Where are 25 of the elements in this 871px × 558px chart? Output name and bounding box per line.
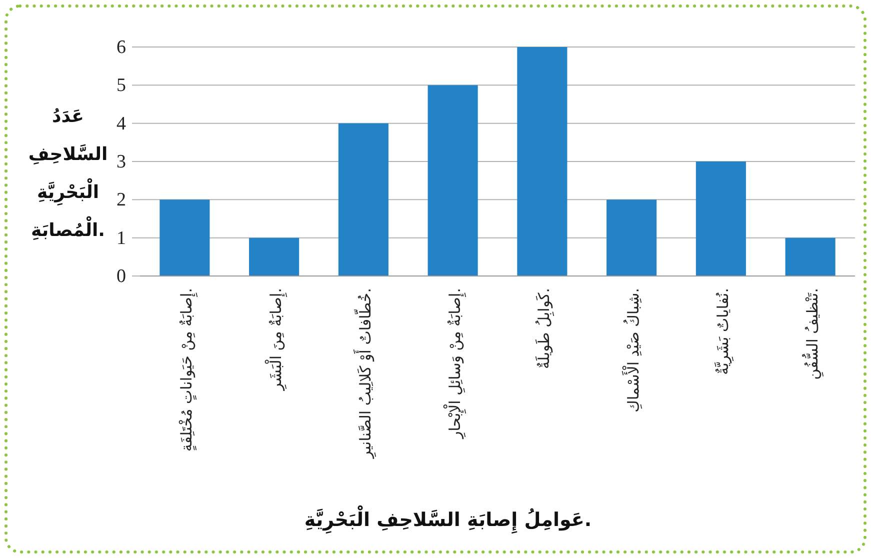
x-tick-label: كَوابِلُ طَويلَةٌ. [534, 288, 555, 370]
bar [338, 123, 388, 276]
bar [696, 162, 746, 276]
x-tick-label: شِباكُ صَيْدِ الْأَسْماكِ. [621, 288, 644, 412]
y-tick-label: 5 [116, 75, 126, 96]
bar [606, 200, 657, 276]
x-tick-label: إِصابَةٌ مِنْ وَسائِلِ الْإِبْحارِ. [442, 288, 467, 440]
x-tick-label: إِصابَةٌ مِنَ الْبَشَرِ. [264, 288, 288, 392]
bar [249, 238, 300, 276]
y-tick-label: 6 [116, 37, 126, 58]
y-tick-label: 1 [116, 228, 126, 249]
bar [428, 85, 478, 276]
x-tick-label: نُفاياتٌ بَشَرِيَّةٌ. [713, 288, 735, 375]
x-tick-label: تَنْظيفُ السُّفُنِ. [802, 288, 825, 380]
bar [785, 238, 836, 276]
bar [517, 47, 568, 276]
y-axis-title: عَدَدُ السَّلاحِفِ الْبَحْرِيَّةِ الْمُصابَةِ. [28, 106, 108, 241]
y-tick-label: 3 [116, 152, 126, 172]
x-axis-title: عَوامِلُ إِصابَةِ السَّلاحِفِ الْبَحْرِيَّةِ. [304, 504, 592, 534]
x-tick-label: خُطّافاتٌ أَوْ كَلالِيبُ الصَّنانيرِ. [352, 288, 378, 460]
bar [160, 200, 210, 276]
y-tick-label: 2 [116, 190, 126, 211]
y-tick-label: 4 [116, 113, 126, 134]
y-tick-label: 0 [116, 266, 126, 287]
x-tick-label: إِصابَةٌ مِنْ حَيَواناتٍ مُخْتَلِفَةٍ. [178, 288, 199, 452]
